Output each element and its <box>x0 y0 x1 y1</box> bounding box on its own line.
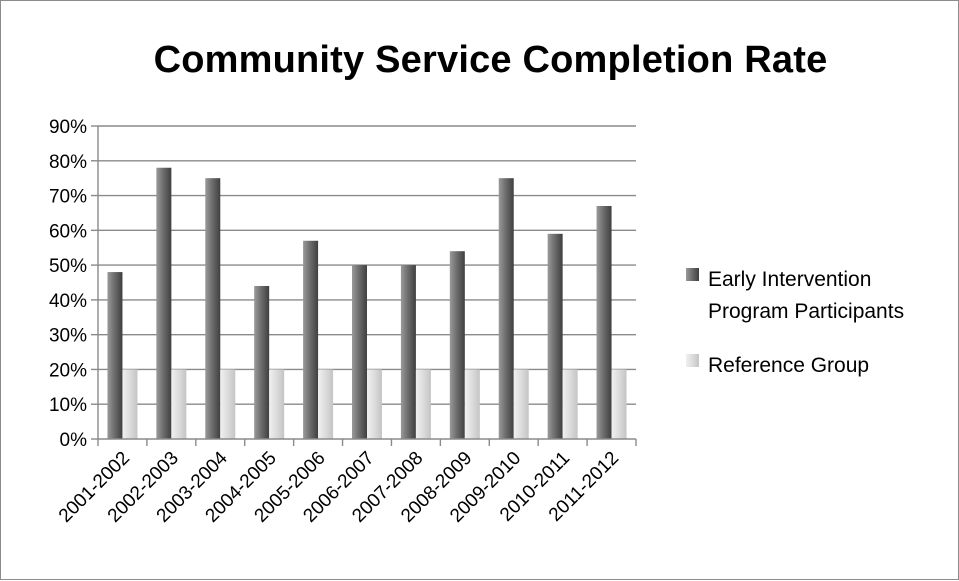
y-tick-label: 50% <box>49 256 87 277</box>
bar-early-intervention <box>352 265 367 439</box>
bar-early-intervention <box>498 178 514 439</box>
y-tick-labels: 0% 10% 20% 30% 40% 50% 60% 70% 80% 90% <box>49 117 87 451</box>
x-tick-labels: 2001-20022002-20032003-20042004-20052005… <box>55 447 623 526</box>
bar-reference-group <box>367 369 382 439</box>
bar-early-intervention <box>400 265 416 439</box>
y-tick-label: 30% <box>49 326 87 347</box>
bar-reference-group <box>562 369 578 439</box>
legend-swatch-early-intervention <box>686 268 699 281</box>
bar-reference-group <box>513 369 529 439</box>
axes <box>91 125 637 446</box>
bar-early-intervention <box>205 178 221 439</box>
bar-reference-group <box>220 369 236 439</box>
y-tick-label: 40% <box>49 291 87 312</box>
y-tick-label: 20% <box>49 360 87 381</box>
bar-reference-group <box>464 369 480 439</box>
bar-reference-group <box>122 369 138 439</box>
y-tick-label: 90% <box>49 117 87 138</box>
bar-reference-group <box>415 369 431 439</box>
legend-label-line: Early Intervention <box>708 268 871 291</box>
bar-early-intervention <box>547 233 563 439</box>
legend-label-line: Reference Group <box>708 354 869 377</box>
legend-label-early-intervention: Early Intervention Program Participants <box>708 268 904 323</box>
legend-label-line: Program Participants <box>708 300 904 323</box>
y-tick-label: 10% <box>49 395 87 416</box>
legend: Early Intervention Program Participants Re… <box>686 268 904 377</box>
y-tick-label: 0% <box>60 430 88 451</box>
bar-early-intervention <box>596 205 612 439</box>
bar-reference-group <box>269 369 285 439</box>
bar-early-intervention <box>449 251 465 439</box>
y-tick-label: 70% <box>49 187 87 208</box>
chart-title: Community Service Completion Rate <box>153 39 828 81</box>
y-tick-label: 80% <box>49 152 87 173</box>
bar-early-intervention <box>303 240 319 439</box>
bar-early-intervention <box>107 272 123 439</box>
bars <box>107 167 627 439</box>
bar-early-intervention <box>254 285 270 439</box>
bar-early-intervention <box>156 167 172 439</box>
bar-reference-group <box>611 369 627 439</box>
y-tick-label: 60% <box>49 221 87 242</box>
bar-reference-group <box>318 369 334 439</box>
legend-label-reference-group: Reference Group <box>708 354 869 377</box>
legend-swatch-reference-group <box>686 354 699 367</box>
bar-reference-group <box>171 369 187 439</box>
